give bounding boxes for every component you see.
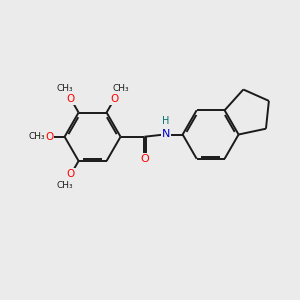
Text: O: O [67,169,75,179]
Text: O: O [110,94,118,104]
Text: CH₃: CH₃ [56,181,73,190]
Text: CH₃: CH₃ [56,84,73,93]
Text: O: O [141,154,150,164]
Text: CH₃: CH₃ [28,132,45,141]
Text: H: H [162,116,169,126]
Text: N: N [162,129,170,139]
Text: O: O [45,132,53,142]
Text: CH₃: CH₃ [112,84,129,93]
Text: O: O [67,94,75,104]
